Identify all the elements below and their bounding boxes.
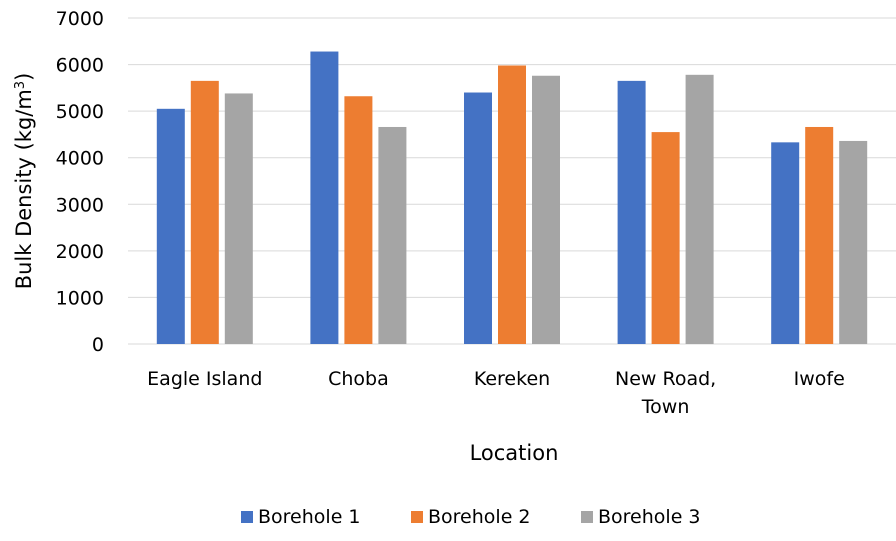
bar-1-2 (310, 51, 339, 344)
x-tick-label-line: Iwofe (794, 368, 845, 390)
y-tick-label: 5000 (56, 101, 104, 123)
x-tick-label-line: New Road, (615, 368, 716, 390)
y-tick-label: 2000 (56, 241, 104, 263)
y-axis-title-close: ) (12, 73, 36, 81)
bar-3-3 (532, 75, 560, 345)
y-tick-label: 0 (92, 334, 104, 356)
x-tick-label: Kereken (474, 368, 550, 390)
x-tick-label-line: Kereken (474, 368, 550, 390)
y-axis-ticks: 0 1000 2000 3000 4000 5000 6000 7000 (56, 8, 104, 356)
bar-2-2 (344, 96, 373, 345)
x-tick-label-line: Town (641, 396, 690, 418)
bar-3-5 (839, 140, 868, 344)
y-axis-title-superscript: 3 (13, 81, 28, 89)
x-tick-label: Eagle Island (147, 368, 262, 390)
x-tick-label: New Road, Town (615, 368, 716, 418)
bar-3-1 (224, 93, 253, 345)
legend-label-3: Borehole 3 (598, 506, 701, 528)
y-axis-title-base: Bulk Density (kg/m (12, 89, 36, 289)
legend-label-2: Borehole 2 (428, 506, 531, 528)
bar-1-4 (617, 80, 646, 344)
legend-swatch-3 (581, 511, 593, 523)
x-tick-label-line: Choba (328, 368, 389, 390)
bar-1-5 (771, 142, 800, 344)
y-tick-label: 6000 (56, 55, 104, 77)
y-axis-title: Bulk Density (kg/m3) (12, 73, 36, 290)
bar-3-2 (378, 126, 407, 344)
bar-1-3 (464, 92, 492, 344)
bar-1-1 (156, 108, 185, 344)
x-tick-label: Iwofe (794, 368, 845, 390)
x-tick-label-line: Eagle Island (147, 368, 262, 390)
x-axis-ticks: Eagle Island Choba Kereken New Road, Town Iwo… (147, 368, 845, 418)
x-axis-title: Location (470, 441, 559, 465)
y-tick-label: 7000 (56, 8, 104, 30)
bar-3-4 (685, 74, 714, 345)
legend-swatch-1 (241, 511, 253, 523)
y-tick-label: 3000 (56, 194, 104, 216)
bar-2-4 (651, 132, 680, 344)
bar-2-1 (190, 80, 219, 344)
y-tick-label: 4000 (56, 148, 104, 170)
y-tick-label: 1000 (56, 287, 104, 309)
legend: Borehole 1 Borehole 2 Borehole 3 (241, 506, 701, 528)
bars (156, 51, 868, 345)
x-tick-label: Choba (328, 368, 389, 390)
legend-swatch-2 (411, 511, 423, 523)
legend-label-1: Borehole 1 (258, 506, 361, 528)
bar-2-5 (805, 126, 834, 344)
bar-2-3 (498, 65, 526, 344)
